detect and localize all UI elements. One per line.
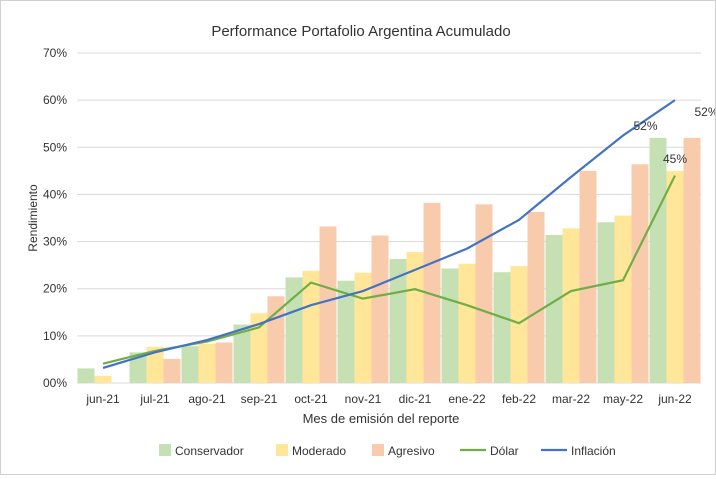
legend-label: Inflación — [571, 444, 616, 458]
bar-agresivo — [579, 170, 597, 383]
legend-swatch — [372, 444, 384, 456]
legend-swatch — [159, 444, 171, 456]
bar-conservador — [493, 272, 511, 383]
y-tick-label: 00% — [43, 376, 67, 390]
bar-agresivo — [683, 137, 701, 383]
x-tick-label: sep-21 — [241, 392, 278, 406]
bar-conservador — [285, 277, 303, 383]
bar-agresivo — [267, 296, 285, 383]
bar-conservador — [129, 352, 147, 383]
bar-conservador — [77, 368, 95, 383]
bar-moderado — [250, 313, 268, 383]
bar-conservador — [233, 324, 251, 383]
x-tick-label: mar-22 — [552, 392, 590, 406]
bar-moderado — [614, 215, 632, 383]
bar-conservador — [545, 234, 563, 383]
bar-agresivo — [163, 358, 181, 383]
legend-label: Dólar — [490, 444, 519, 458]
legend-label: Agresivo — [388, 444, 435, 458]
y-tick-label: 60% — [43, 93, 67, 107]
x-tick-label: oct-21 — [294, 392, 328, 406]
bar-agresivo — [631, 164, 649, 383]
bar-moderado — [198, 343, 216, 383]
bar-moderado — [146, 346, 164, 383]
bar-agresivo — [215, 342, 233, 383]
data-label: 52% — [633, 119, 657, 133]
bar-agresivo — [527, 211, 545, 383]
x-tick-label: ago-21 — [188, 392, 226, 406]
x-tick-label: ene-22 — [448, 392, 486, 406]
bar-agresivo — [423, 202, 441, 383]
y-tick-label: 10% — [43, 329, 67, 343]
legend-swatch — [276, 444, 288, 456]
y-tick-label: 50% — [43, 140, 67, 154]
bar-moderado — [562, 228, 580, 383]
y-axis-label: Rendimiento — [26, 184, 40, 252]
y-tick-label: 30% — [43, 235, 67, 249]
bar-moderado — [302, 270, 320, 383]
y-tick-label: 40% — [43, 187, 67, 201]
bar-moderado — [94, 375, 112, 383]
bar-moderado — [458, 263, 476, 383]
legend-label: Moderado — [292, 444, 346, 458]
bar-conservador — [441, 268, 459, 383]
bar-moderado — [354, 272, 372, 383]
bar-moderado — [666, 170, 684, 383]
bar-moderado — [406, 251, 424, 383]
x-tick-label: nov-21 — [345, 392, 382, 406]
chart-title: Performance Portafolio Argentina Acumula… — [211, 23, 510, 40]
bar-conservador — [389, 259, 407, 383]
legend-label: Conservador — [175, 444, 244, 458]
bar-conservador — [181, 346, 199, 383]
bar-moderado — [510, 266, 528, 383]
x-tick-label: jun-22 — [657, 392, 692, 406]
y-tick-label: 20% — [43, 282, 67, 296]
bar-agresivo — [319, 226, 337, 383]
bar-conservador — [597, 222, 615, 383]
y-tick-label: 70% — [43, 46, 67, 60]
line-inflación — [102, 99, 676, 369]
bar-agresivo — [371, 235, 389, 383]
x-tick-label: may-22 — [603, 392, 643, 406]
x-tick-label: jun-21 — [85, 392, 120, 406]
x-tick-label: feb-22 — [502, 392, 536, 406]
data-label: 45% — [663, 152, 687, 166]
bar-agresivo — [475, 204, 493, 383]
x-tick-label: dic-21 — [399, 392, 432, 406]
data-label: 52% — [694, 105, 715, 119]
bar-conservador — [337, 280, 355, 383]
bar-conservador — [649, 137, 667, 383]
x-tick-label: jul-21 — [139, 392, 170, 406]
x-axis-label: Mes de emisión del reporte — [303, 411, 460, 426]
